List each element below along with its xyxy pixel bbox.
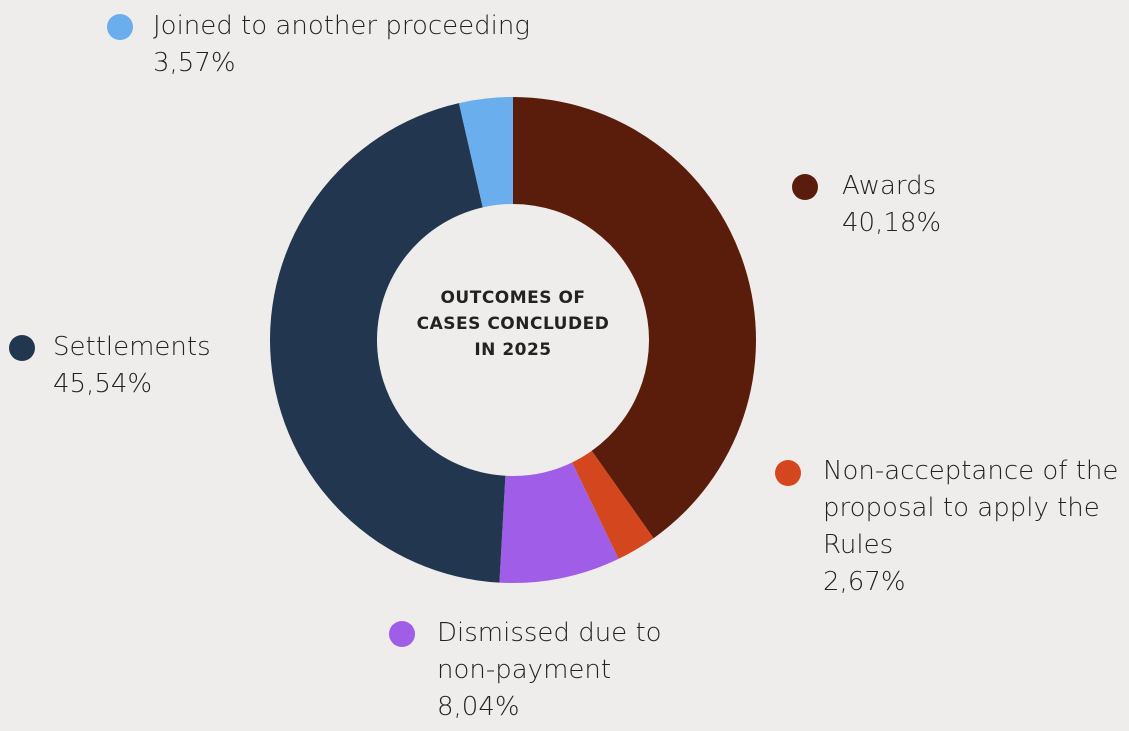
value-label: 40,18% [842,208,942,238]
legend-label: Awards [842,171,937,201]
legend-item: Dismissed due to non-payment 8,04% [437,615,727,726]
legend-marker [9,335,35,361]
legend-marker [792,174,818,200]
value-label: 45,54% [53,369,153,399]
donut-slice [270,103,506,583]
donut-slice [499,462,619,583]
legend-marker [107,14,133,40]
donut-slice [458,97,513,208]
legend-label: Joined to another proceeding [153,11,530,41]
chart-title: OUTCOMES OF CASES CONCLUDED IN 2025 [416,288,610,360]
legend-marker [775,460,801,486]
legend-item: Settlements 45,54% [53,329,283,403]
legend-item: Joined to another proceeding 3,57% [153,8,673,82]
value-label: 2,67% [823,567,906,597]
legend-marker [389,621,415,647]
donut-slice [513,97,756,539]
legend-item: Awards 40,18% [842,168,1122,242]
donut-slice [572,450,654,559]
legend-label: Dismissed due to non-payment [437,618,662,685]
legend-label: Settlements [53,332,211,362]
legend-item: Non-acceptance of the proposal to apply … [823,453,1129,601]
legend-label: Non-acceptance of the proposal to apply … [823,456,1119,560]
value-label: 3,57% [153,48,236,78]
value-label: 8,04% [437,692,520,722]
